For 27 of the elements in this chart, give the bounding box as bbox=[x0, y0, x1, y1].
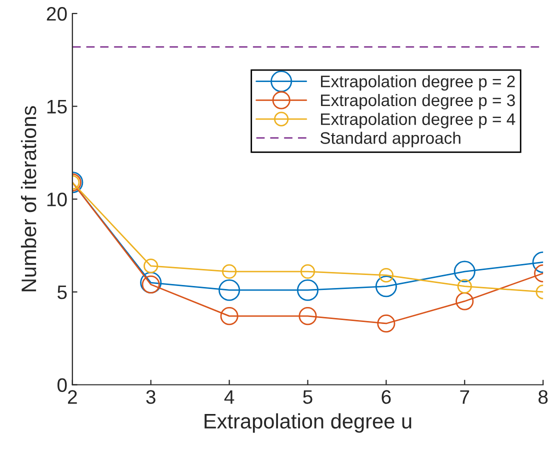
y-tick-label: 5 bbox=[58, 286, 67, 300]
x-tick-label: 5 bbox=[303, 390, 312, 404]
point bbox=[298, 307, 317, 326]
legend-label: Extrapolation degree p = 3 bbox=[321, 94, 515, 110]
point bbox=[218, 279, 240, 301]
legend-label: Extrapolation degree p = 4 bbox=[321, 112, 516, 128]
legend-label: Extrapolation degree p = 2 bbox=[321, 75, 515, 91]
x-axis-title: Extrapolation degree u bbox=[204, 413, 412, 433]
x-tick-label: 4 bbox=[224, 390, 234, 404]
y-tick-label: 10 bbox=[47, 192, 67, 206]
point bbox=[296, 279, 319, 301]
y-tick-label: 20 bbox=[46, 6, 67, 21]
x-tick-label: 8 bbox=[538, 390, 548, 404]
point bbox=[220, 307, 238, 326]
x-tick-label: 7 bbox=[460, 390, 470, 404]
point bbox=[375, 276, 397, 298]
point bbox=[222, 264, 237, 279]
point bbox=[300, 264, 316, 279]
point bbox=[377, 314, 396, 333]
y-axis-title: Number of iterations bbox=[20, 106, 36, 292]
y-tick-label: 0 bbox=[57, 378, 67, 392]
legend-label: Standard approach bbox=[320, 132, 460, 148]
y-tick-label: 15 bbox=[47, 100, 67, 114]
x-tick-label: 3 bbox=[146, 390, 156, 404]
x-tick-label: 2 bbox=[68, 390, 77, 404]
point bbox=[378, 268, 394, 283]
x-tick-label: 6 bbox=[382, 390, 391, 404]
